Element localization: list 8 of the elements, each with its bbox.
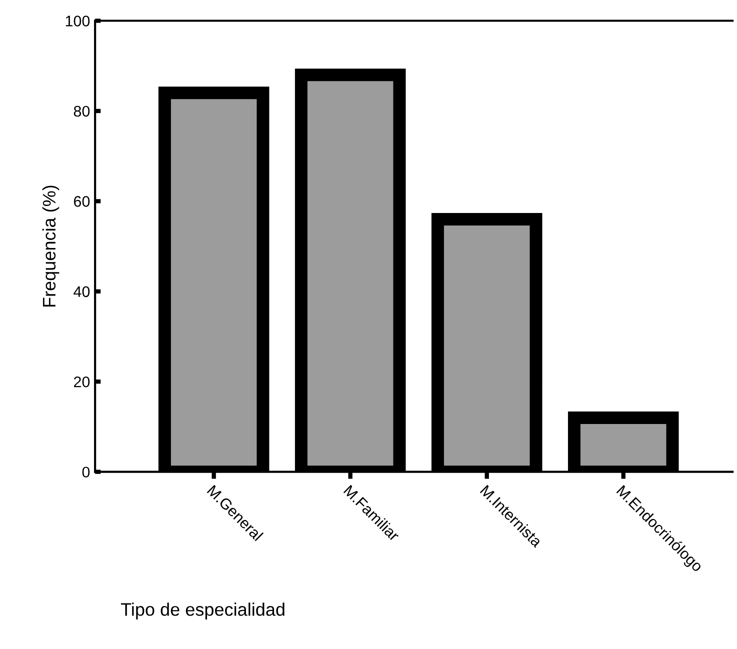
y-tick-label: 80 <box>74 106 90 117</box>
y-tick-label: 0 <box>82 466 90 478</box>
y-tick-label: 60 <box>74 196 90 207</box>
y-tick-label: 20 <box>74 376 90 388</box>
y-axis-title: Frequencia (%) <box>42 186 60 307</box>
y-tick-label: 100 <box>66 16 90 26</box>
x-axis-title: Tipo de especialidad <box>120 602 284 620</box>
y-tick-label: 40 <box>74 286 90 298</box>
